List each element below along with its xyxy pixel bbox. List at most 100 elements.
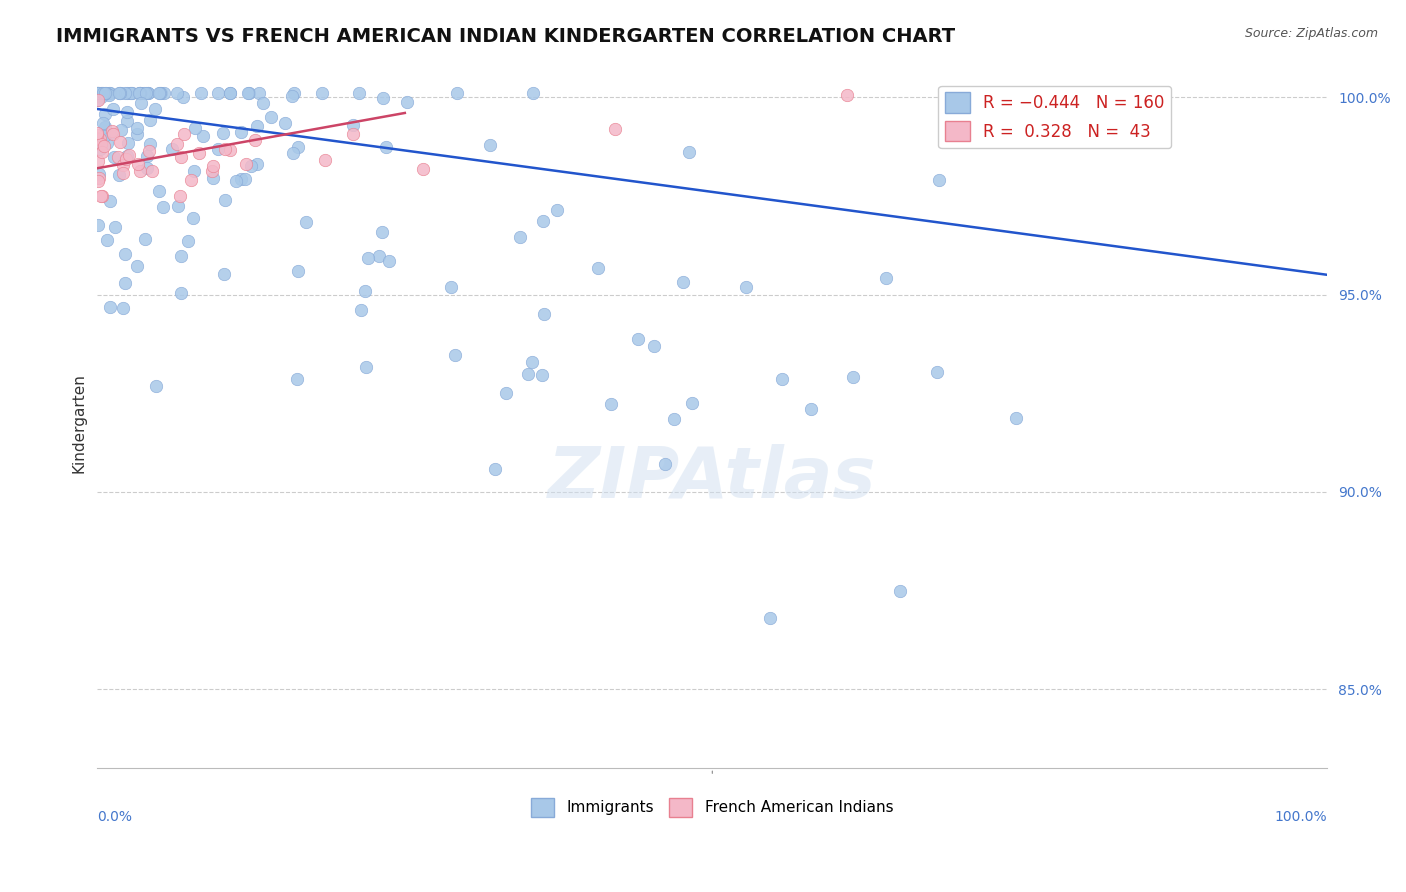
Point xyxy=(180,173,202,187)
Text: IMMIGRANTS VS FRENCH AMERICAN INDIAN KINDERGARTEN CORRELATION CHART: IMMIGRANTS VS FRENCH AMERICAN INDIAN KIN… xyxy=(56,27,955,45)
Point xyxy=(546,202,568,217)
Point xyxy=(136,87,159,101)
Point xyxy=(238,87,260,101)
Point xyxy=(93,128,115,143)
Point xyxy=(342,119,364,133)
Point xyxy=(134,232,156,246)
Point xyxy=(149,87,172,101)
Point xyxy=(173,128,195,142)
Point xyxy=(86,174,108,188)
Point xyxy=(170,150,193,164)
Point xyxy=(115,105,138,120)
Point xyxy=(347,87,370,101)
Point xyxy=(835,87,858,102)
Point xyxy=(100,87,122,101)
Point xyxy=(374,140,396,154)
Point xyxy=(89,167,111,181)
Point xyxy=(235,172,257,186)
Point xyxy=(928,173,950,187)
Point xyxy=(93,139,115,153)
Point xyxy=(190,87,212,101)
Point xyxy=(114,277,136,291)
Point xyxy=(664,412,686,426)
Text: 100.0%: 100.0% xyxy=(1275,810,1327,823)
Point xyxy=(108,135,131,149)
Point xyxy=(87,153,110,168)
Point xyxy=(96,136,118,150)
Point xyxy=(681,396,703,410)
Point xyxy=(212,267,235,281)
Point xyxy=(96,233,118,247)
Point xyxy=(118,148,141,162)
Point xyxy=(889,583,911,598)
Point xyxy=(127,157,149,171)
Point xyxy=(395,95,418,109)
Point xyxy=(98,301,121,315)
Point xyxy=(314,153,336,167)
Point xyxy=(86,94,108,108)
Point xyxy=(354,360,377,375)
Point xyxy=(187,145,209,160)
Point xyxy=(98,87,121,101)
Point xyxy=(842,370,865,384)
Point xyxy=(243,133,266,147)
Point xyxy=(260,110,283,124)
Point xyxy=(181,211,204,225)
Point xyxy=(90,132,112,146)
Point xyxy=(531,368,554,383)
Point xyxy=(103,102,125,116)
Point xyxy=(605,122,627,136)
Point xyxy=(238,87,260,101)
Point xyxy=(86,87,108,101)
Point xyxy=(170,285,193,300)
Point xyxy=(167,199,190,213)
Point xyxy=(87,93,110,107)
Point xyxy=(927,366,949,380)
Point xyxy=(246,120,269,134)
Point xyxy=(214,193,236,207)
Point xyxy=(135,161,157,175)
Point xyxy=(239,159,262,173)
Point xyxy=(90,87,112,101)
Point xyxy=(627,332,650,346)
Point xyxy=(274,116,297,130)
Point xyxy=(129,95,152,110)
Point xyxy=(115,149,138,163)
Point xyxy=(520,355,543,369)
Point xyxy=(378,254,401,268)
Point xyxy=(678,145,700,159)
Point xyxy=(371,91,394,105)
Point xyxy=(214,142,236,156)
Point xyxy=(111,158,134,172)
Point xyxy=(112,166,135,180)
Point xyxy=(86,218,108,232)
Point xyxy=(166,87,188,101)
Point xyxy=(150,87,173,101)
Point xyxy=(219,87,242,101)
Point xyxy=(121,87,143,101)
Point xyxy=(129,87,152,101)
Text: Source: ZipAtlas.com: Source: ZipAtlas.com xyxy=(1244,27,1378,40)
Point xyxy=(138,144,160,158)
Point xyxy=(103,150,125,164)
Point xyxy=(127,259,149,273)
Point xyxy=(367,249,389,263)
Point xyxy=(495,386,517,401)
Point xyxy=(509,229,531,244)
Point xyxy=(145,379,167,393)
Point xyxy=(371,226,394,240)
Point xyxy=(115,87,138,101)
Point xyxy=(127,127,149,141)
Point xyxy=(86,87,108,101)
Point xyxy=(90,189,112,203)
Point xyxy=(110,87,132,101)
Point xyxy=(522,87,544,101)
Point xyxy=(115,152,138,166)
Point xyxy=(129,87,152,101)
Point xyxy=(93,120,115,134)
Point xyxy=(229,124,252,138)
Point xyxy=(225,174,247,188)
Point xyxy=(153,87,176,101)
Point xyxy=(90,137,112,152)
Point xyxy=(117,136,139,150)
